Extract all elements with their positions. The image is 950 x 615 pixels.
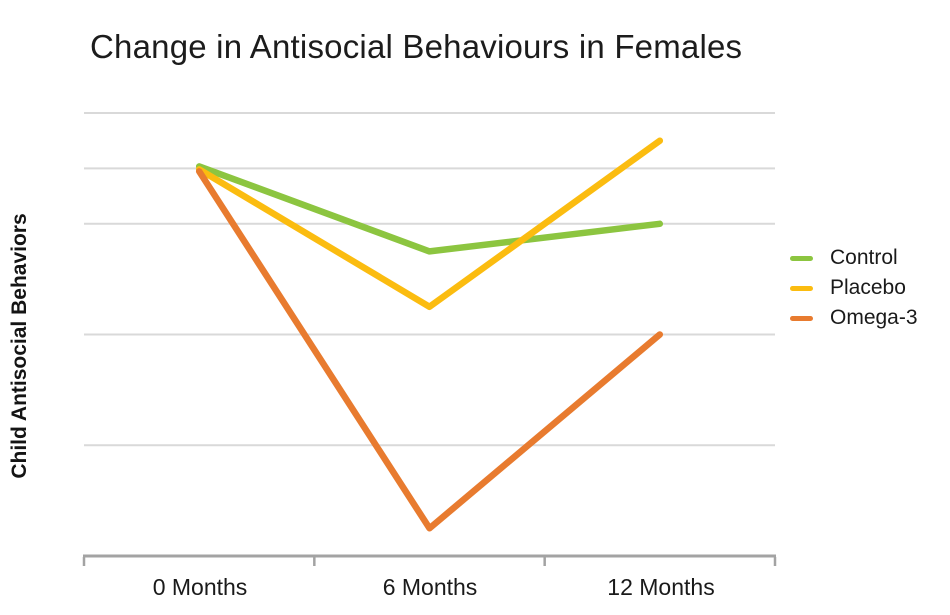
gridlines — [84, 112, 775, 447]
x-axis-ticks — [82, 557, 777, 566]
legend-item-placebo: Placebo — [790, 273, 918, 303]
legend-label-placebo: Placebo — [830, 276, 906, 299]
legend-item-control: Control — [790, 243, 918, 273]
legend-item-omega3: Omega-3 — [790, 303, 918, 333]
x-tick-label-12-months: 12 Months — [607, 574, 715, 600]
series-lines — [195, 137, 664, 532]
legend-label-control: Control — [830, 246, 898, 269]
legend-swatch-placebo-icon — [790, 285, 813, 291]
series-line-placebo — [195, 137, 664, 311]
x-tick-label-6-months: 6 Months — [382, 574, 478, 600]
series-line-omega3 — [195, 168, 664, 532]
chart-title: Change in Antisocial Behaviours in Femal… — [90, 28, 743, 65]
legend: Control Placebo Omega-3 — [790, 243, 918, 333]
legend-label-omega3: Omega-3 — [830, 306, 918, 329]
legend-swatch-omega3-icon — [790, 315, 813, 321]
x-tick-label-0-months: 0 Months — [152, 574, 248, 600]
legend-swatch-control-icon — [790, 255, 813, 261]
series-line-control — [195, 163, 664, 255]
